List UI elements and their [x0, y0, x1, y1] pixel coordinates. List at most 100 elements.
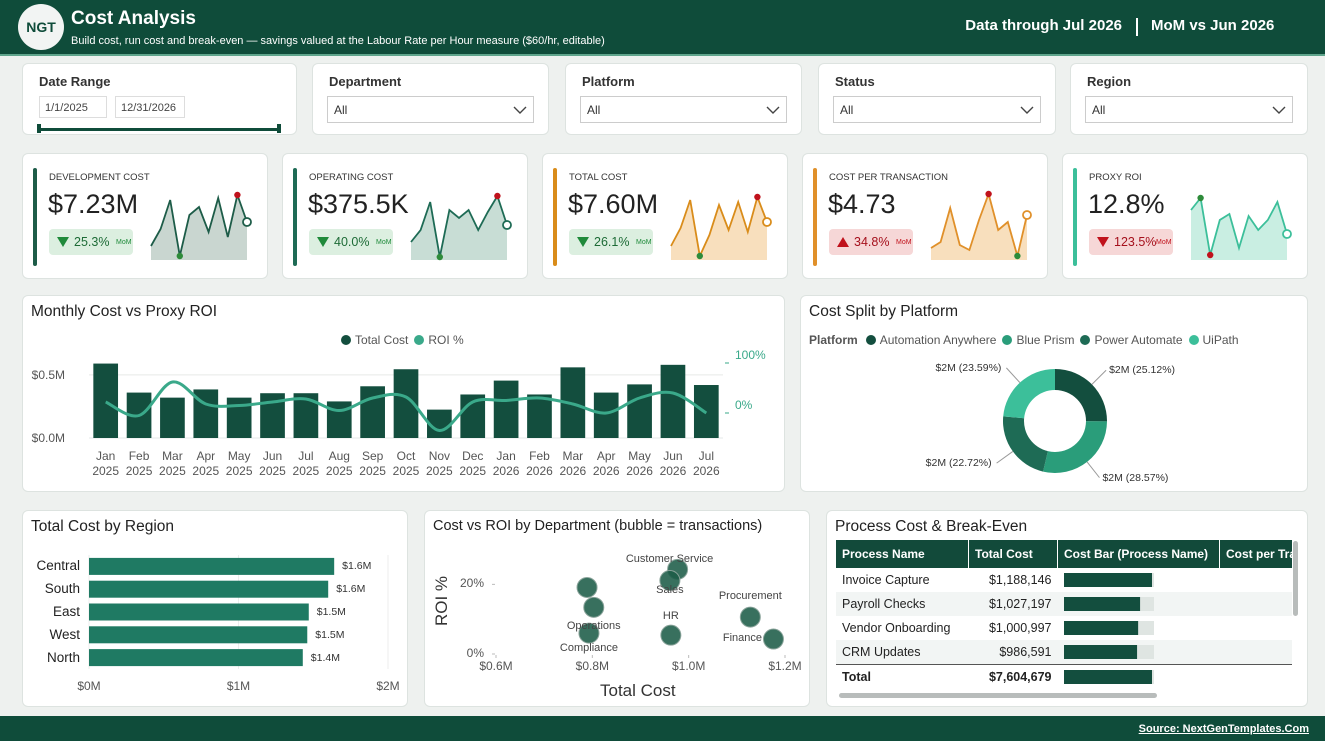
- chart-canvas: [492, 558, 786, 658]
- kpi-value: $7.23M: [48, 189, 139, 219]
- bubble-label: Finance: [722, 632, 762, 645]
- accent-bar: [33, 168, 37, 266]
- change-arrow: [57, 237, 69, 247]
- slider-handle[interactable]: [37, 124, 41, 133]
- data-bar-canvas: [1063, 645, 1154, 659]
- cell-cost-bar: [1058, 640, 1220, 665]
- scrollbar-horizontal: [839, 693, 1157, 698]
- cell-cost-bar: [1058, 665, 1220, 690]
- bubble: [578, 622, 600, 644]
- donut-slice: [1055, 369, 1107, 422]
- sparkline-last: [502, 220, 512, 230]
- donut-slice: [1003, 416, 1048, 472]
- x-tick-label: Jan 2025: [92, 449, 120, 478]
- filter-card: Date Range 1/1/2025 12/31/2026: [22, 63, 297, 135]
- subtitle: Build cost, run cost and break-even — sa…: [71, 35, 605, 47]
- chart-canvas: [89, 362, 729, 439]
- bubble-label: Operations: [566, 620, 621, 633]
- sparkline: [410, 192, 512, 261]
- kpi-value: $4.73: [828, 189, 896, 219]
- arrow-shape: [317, 237, 329, 247]
- logo: NGT: [18, 4, 64, 50]
- change-arrow: [577, 237, 589, 247]
- filter-label: Department: [329, 74, 402, 89]
- column-header: Total Cost: [968, 540, 1058, 568]
- slider-handle[interactable]: [277, 124, 281, 133]
- cell-name: Vendor Onboarding: [842, 621, 951, 635]
- cell-total-cost: $1,188,146: [988, 573, 1052, 587]
- source-link[interactable]: Source: NextGenTemplates.Com: [1138, 723, 1309, 735]
- legend-swatch: [865, 335, 876, 345]
- y2-tick-label: 100%: [735, 348, 766, 362]
- dropdown[interactable]: All: [580, 96, 787, 123]
- bubble: [660, 624, 682, 646]
- data-bar-canvas: [1063, 621, 1154, 635]
- sparkline-line: [410, 193, 508, 258]
- cell-name: Invoice Capture: [842, 573, 930, 587]
- bubble-label: Compliance: [559, 642, 618, 655]
- legend: Total Cost ROI %: [341, 333, 466, 347]
- bar: [527, 394, 552, 438]
- sparkline-line: [670, 194, 768, 260]
- sparkline-low: [1207, 251, 1214, 259]
- sparkline-area: [671, 197, 767, 260]
- kpi-card: TOTAL COST $7.60M 26.1% MoM: [542, 153, 788, 279]
- sparkline: [150, 191, 252, 260]
- x-tick-label: $1.2M: [768, 659, 802, 673]
- cell-cost-bar: [1058, 616, 1220, 640]
- chevron-path: [1020, 106, 1034, 114]
- accent-bar: [553, 168, 557, 266]
- dropdown[interactable]: All: [327, 96, 534, 123]
- table-row: Payroll Checks $1,027,197 $5.7: [836, 592, 1292, 616]
- arrow-shape: [577, 237, 589, 247]
- x-tick-label: Jan 2026: [492, 449, 520, 478]
- cell-cost-per-transaction: $5.7: [1220, 592, 1293, 616]
- bar: [593, 392, 619, 438]
- bar: [627, 384, 652, 438]
- arrow-shape: [837, 237, 849, 247]
- accent-bar: [293, 168, 297, 266]
- cell-total-cost: $1,000,997: [988, 621, 1052, 635]
- change-arrow: [1097, 237, 1109, 247]
- change-pill: 40.0% MoM: [309, 229, 393, 255]
- x-tick-label: May 2025: [225, 449, 253, 478]
- chevron-path: [1272, 106, 1286, 114]
- bubble-chart-card: Cost vs ROI by Department (bubble = tran…: [424, 510, 810, 707]
- filter-card: Department All: [312, 63, 549, 135]
- legend-label: ROI %: [428, 333, 464, 347]
- chevron: [513, 106, 527, 114]
- filter-card: Platform All: [565, 63, 802, 135]
- change-period: MoM: [1156, 239, 1172, 246]
- data-label: $1.4M: [310, 651, 340, 664]
- scrollbar-vertical: [1293, 541, 1298, 616]
- change-period: MoM: [116, 239, 132, 246]
- leader-line: [1006, 367, 1021, 383]
- x-tick-label: Aug 2025: [325, 449, 353, 478]
- chevron: [766, 106, 780, 114]
- data-bar-canvas: [1063, 573, 1154, 587]
- change-value: 34.8%: [854, 235, 890, 249]
- sparkline-low: [1014, 252, 1021, 260]
- date-end: 12/31/2026: [115, 96, 185, 118]
- separator: [1136, 18, 1138, 36]
- dropdown[interactable]: All: [1085, 96, 1293, 123]
- data-label: $2M (23.59%): [935, 361, 1002, 374]
- dropdown-value: All: [334, 103, 348, 117]
- sparkline-area: [151, 195, 247, 260]
- y-tick-label: Central: [36, 558, 80, 574]
- kpi-value: $375.5K: [308, 189, 409, 219]
- cell-total-cost: $7,604,679: [988, 670, 1052, 684]
- x-tick-label: $2M: [376, 679, 400, 693]
- dropdown[interactable]: All: [833, 96, 1041, 123]
- x-tick-label: Apr 2026: [592, 449, 620, 478]
- kpi-label: PROXY ROI: [1089, 172, 1142, 183]
- x-tick-label: $0M: [77, 679, 101, 693]
- legend-swatch: [1002, 335, 1013, 345]
- y-axis-title: ROI %: [432, 575, 452, 627]
- change-pill: 25.3% MoM: [49, 229, 133, 255]
- table-card: Process Cost & Break-Even Process Name Tot…: [826, 510, 1308, 707]
- legend-title: Platform: [809, 333, 858, 347]
- chart-title: Cost vs ROI by Department (bubble = tran…: [433, 518, 763, 534]
- sparkline-high: [985, 190, 992, 198]
